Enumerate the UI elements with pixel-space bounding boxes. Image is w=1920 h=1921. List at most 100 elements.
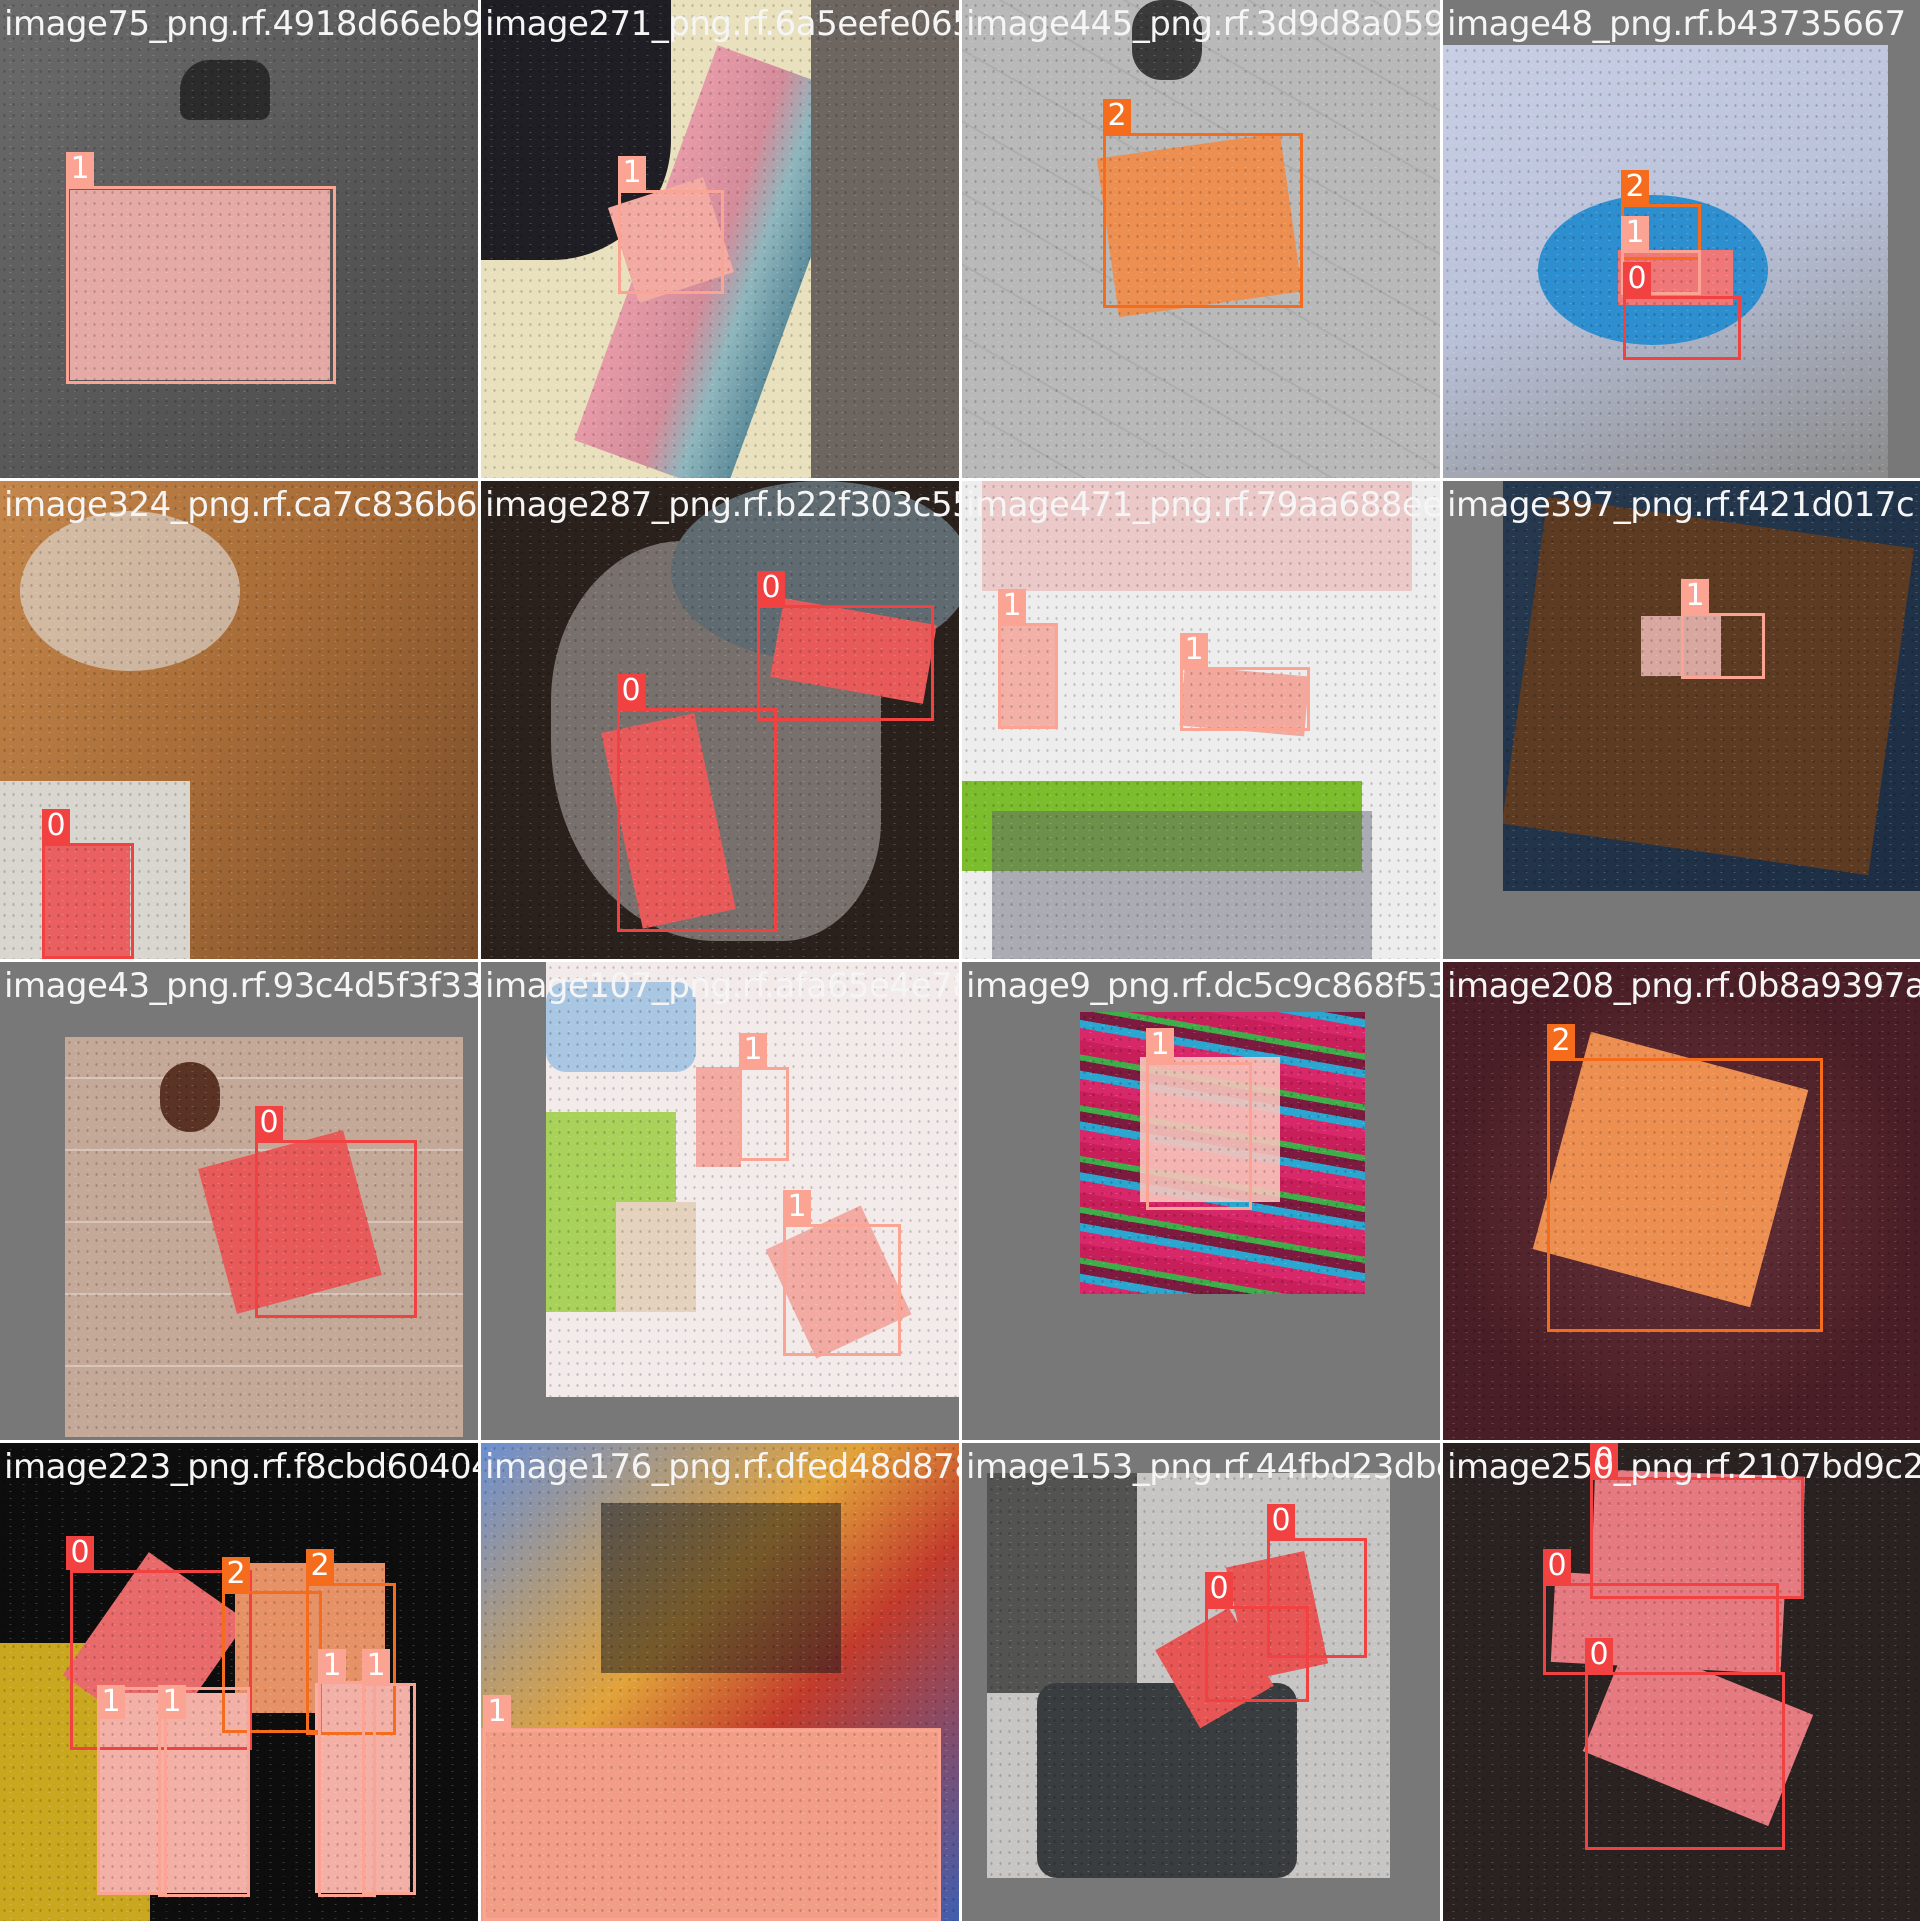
detection-label: 1 — [618, 156, 646, 190]
keys-object — [160, 1062, 220, 1132]
tile-filename: image324_png.rf.ca7c836b60cab3287395 — [4, 485, 478, 525]
mosaic-tile: 1 1 image107_png.rf.afa65e4e78824ab2f5 — [481, 962, 959, 1440]
detection-box — [1205, 1606, 1309, 1702]
tile-filename: image271_png.rf.6a5eefe0654 1c... — [485, 4, 959, 44]
detection-label: 0 — [1205, 1572, 1233, 1606]
tile-filename: image9_png.rf.dc5c9c868f53269 d — [966, 966, 1440, 1006]
banknote — [696, 1067, 741, 1167]
detection-label: 0 — [1585, 1638, 1613, 1672]
detection-label: 1 — [158, 1685, 186, 1719]
detection-label: 0 — [757, 571, 785, 605]
detection-box — [1547, 1058, 1823, 1332]
detection-box — [998, 623, 1058, 729]
detection-box — [306, 1583, 396, 1735]
mosaic-tile: 1 image75_png.rf.4918d66eb97dadd24 1ccaa… — [0, 0, 478, 478]
wooden-board — [1503, 496, 1915, 876]
detection-box — [618, 190, 724, 294]
detection-label: 2 — [222, 1557, 250, 1591]
detection-label: 0 — [1543, 1549, 1571, 1583]
towel — [616, 1202, 696, 1312]
detection-label: 1 — [66, 152, 94, 186]
mosaic-tile: 0 image324_png.rf.ca7c836b60cab3287395 — [0, 481, 478, 959]
tile-filename: image48_png.rf.b43735667 — [1447, 4, 1906, 44]
collage-panel — [601, 1503, 841, 1673]
tile-filename: image107_png.rf.afa65e4e78824ab2f5 — [485, 966, 959, 1006]
mosaic-tile: 0 2 2 1 1 1 1 image223_png.rf.f8cbd60404… — [0, 1443, 478, 1921]
scene-image — [987, 1473, 1390, 1878]
detection-box — [1103, 133, 1303, 308]
tile-filename: image176_png.rf.dfed48d878e51ab32 — [485, 1447, 959, 1487]
detection-box — [483, 1729, 941, 1921]
detection-box — [66, 186, 336, 384]
banknote — [1000, 626, 1055, 726]
detection-label: 1 — [783, 1190, 811, 1224]
detection-box — [1146, 1062, 1252, 1210]
detection-box — [1590, 1477, 1804, 1599]
detection-label: 2 — [1103, 99, 1131, 133]
tile-filename: image287_png.rf.b22f303c55b4126 3471 — [485, 485, 959, 525]
mosaic-tile: 0 image43_png.rf.93c4d5f3f33ae5a — [0, 962, 478, 1440]
tile-filename: image43_png.rf.93c4d5f3f33ae5a — [4, 966, 478, 1006]
dish-items — [992, 811, 1372, 959]
detection-box — [158, 1687, 250, 1897]
detection-label: 2 — [306, 1549, 334, 1583]
detection-label: 1 — [998, 589, 1026, 623]
detection-box — [70, 1570, 252, 1750]
tile-filename: image397_png.rf.f421d017c — [1447, 485, 1915, 525]
keys-object — [1132, 0, 1202, 80]
tile-filename: image250_png.rf.2107bd9c28 — [1447, 1447, 1920, 1487]
detection-label: 1 — [318, 1649, 346, 1683]
detection-box — [1681, 613, 1765, 679]
detection-box — [783, 1224, 901, 1356]
mosaic-tile: 2 1 0 image48_png.rf.b43735667 — [1443, 0, 1920, 478]
detection-label: 1 — [1146, 1028, 1174, 1062]
mosaic-tile: 1 1 image471_png.rf.79aa688ee52a1292 — [962, 481, 1440, 959]
detection-box — [1621, 250, 1701, 295]
wooden-table — [811, 0, 959, 478]
detection-box — [739, 1067, 789, 1161]
detection-label: 0 — [42, 809, 70, 843]
detection-label: 1 — [1681, 579, 1709, 613]
detection-label: 1 — [362, 1649, 390, 1683]
detection-label: 0 — [1590, 1443, 1618, 1477]
banknote — [1140, 1057, 1280, 1202]
pink-cabinet — [982, 481, 1412, 591]
tile-filename: image75_png.rf.4918d66eb97dadd24 1ccaa5.… — [4, 4, 478, 44]
detection-label: 0 — [66, 1536, 94, 1570]
detection-box — [318, 1681, 376, 1897]
detection-box — [757, 605, 934, 721]
mosaic-tile: 1 image9_png.rf.dc5c9c868f53269 d — [962, 962, 1440, 1440]
detection-box — [1623, 296, 1741, 360]
banknote — [70, 190, 330, 380]
detection-label: 0 — [617, 674, 645, 708]
detection-box — [42, 843, 134, 959]
detection-label: 2 — [1547, 1024, 1575, 1058]
tile-filename: image153_png.rf.44fbd23dbcfa557 — [966, 1447, 1440, 1487]
detection-box — [255, 1140, 417, 1318]
detection-label: 1 — [1180, 633, 1208, 667]
mosaic-tile: 2 image208_png.rf.0b8a9397a2 — [1443, 962, 1920, 1440]
mosaic-tile: 1 image176_png.rf.dfed48d878e51ab32 — [481, 1443, 959, 1921]
scene-image — [1503, 481, 1920, 891]
mosaic-tile: 1 image271_png.rf.6a5eefe0654 1c... — [481, 0, 959, 478]
dish-rack — [987, 1473, 1137, 1693]
tile-filename: image223_png.rf.f8cbd604048 5a — [4, 1447, 478, 1487]
banknote — [45, 846, 130, 956]
detection-label: 0 — [255, 1106, 283, 1140]
detection-label: 1 — [739, 1033, 767, 1067]
detection-label: 0 — [1623, 262, 1651, 296]
banknote — [100, 1693, 250, 1893]
tile-filename: image445_png.rf.3d9d8a0593f3b8bf89dd5e43 — [966, 4, 1440, 44]
water-bottle — [546, 982, 696, 1072]
tile-filename: image471_png.rf.79aa688ee52a1292 — [966, 485, 1440, 525]
detection-label: 1 — [1621, 216, 1649, 250]
detection-box — [1267, 1538, 1367, 1658]
mosaic-tile: 1 image397_png.rf.f421d017c — [1443, 481, 1920, 959]
mosaic-tile: 2 image445_png.rf.3d9d8a0593f3b8bf89dd5e… — [962, 0, 1440, 478]
sink-basin — [1037, 1683, 1297, 1878]
detection-box — [1543, 1583, 1779, 1675]
tile-filename: image208_png.rf.0b8a9397a2 — [1447, 966, 1920, 1006]
detection-label: 0 — [1267, 1504, 1295, 1538]
keys-object — [180, 60, 270, 120]
